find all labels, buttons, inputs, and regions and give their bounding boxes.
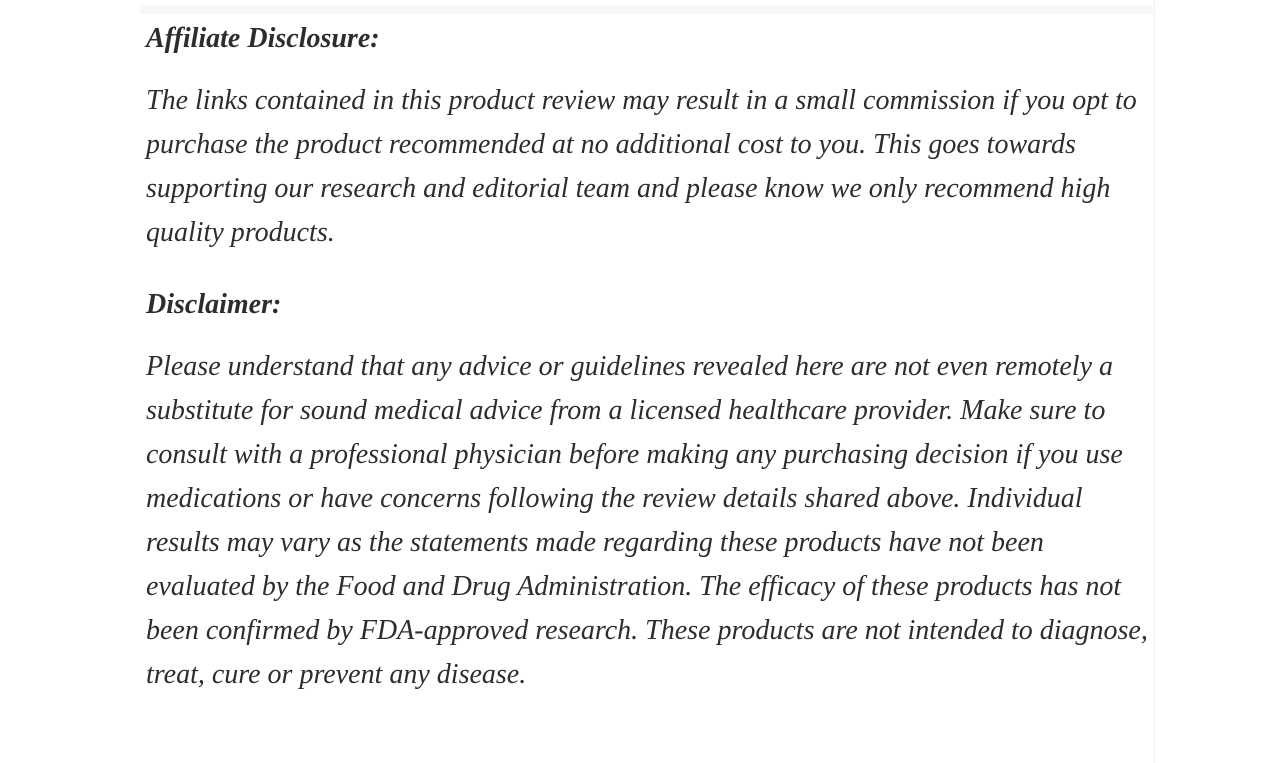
preceding-block-bottom-edge <box>140 5 1153 14</box>
content-column-right-border <box>1154 0 1155 763</box>
disclaimer-paragraph: Please understand that any advice or gui… <box>146 351 1148 690</box>
disclaimer-heading: Disclaimer: <box>146 289 282 320</box>
affiliate-disclosure-heading: Affiliate Disclosure: <box>146 23 380 54</box>
disclosure-section: Affiliate Disclosure: The links containe… <box>146 0 1154 725</box>
affiliate-disclosure-paragraph: The links contained in this product revi… <box>146 85 1137 248</box>
